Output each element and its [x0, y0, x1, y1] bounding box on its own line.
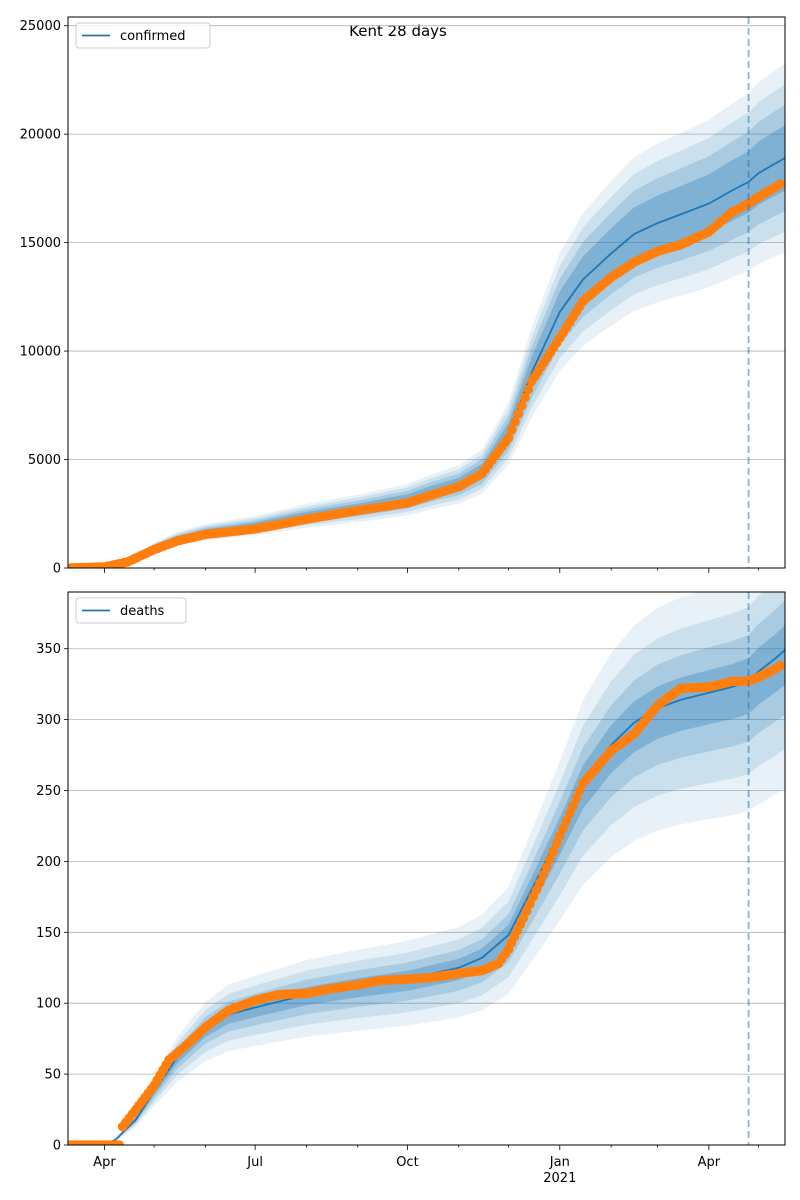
x-tick-label: Oct — [396, 1155, 418, 1170]
uncertainty-band — [68, 104, 785, 568]
observed-point — [558, 823, 568, 834]
deaths-line — [68, 649, 785, 1145]
legend-box — [75, 597, 187, 624]
y-tick-label: 10000 — [20, 345, 61, 360]
observed-point — [568, 801, 578, 811]
observed-point — [555, 831, 565, 841]
confirmed-panel: 0 5000 10000 15000 20000 25000 confirmed — [20, 16, 786, 577]
x-tick-label: Apr — [698, 1155, 721, 1170]
y-tick-label: 20000 — [20, 128, 61, 143]
observed-point — [574, 786, 585, 796]
observed-point — [561, 816, 572, 826]
axes-frame — [67, 591, 786, 1146]
observed-point — [503, 433, 514, 443]
observed-point — [538, 870, 548, 880]
observed-point — [564, 808, 575, 819]
observed-point — [516, 400, 527, 411]
uncertainty-band — [68, 84, 785, 568]
y-tick-label: 200 — [36, 855, 61, 870]
observed-point — [507, 425, 517, 435]
observed-point — [541, 862, 552, 872]
legend: deaths — [75, 597, 187, 624]
observed-point — [548, 846, 558, 857]
x-tick-year-label: 2021 — [543, 1171, 576, 1186]
observed-point — [775, 179, 785, 189]
observed-point — [551, 838, 562, 849]
y-tick-label: 0 — [53, 562, 61, 577]
legend-label: confirmed — [120, 29, 186, 44]
uncertainty-band — [68, 63, 785, 568]
observed-point — [513, 408, 524, 419]
legend: confirmed — [75, 22, 211, 49]
y-tick-label: 150 — [36, 926, 61, 941]
observed-point — [545, 854, 555, 865]
observed-point — [571, 793, 582, 804]
y-tick-label: 25000 — [20, 19, 61, 34]
y-tick-label: 350 — [36, 642, 61, 657]
axes-frame — [67, 16, 786, 569]
figure-title: Kent 28 days — [349, 22, 447, 40]
observed-point — [520, 392, 530, 403]
observed-point — [510, 416, 520, 427]
y-tick-label: 5000 — [28, 453, 61, 468]
x-tick-label: Jan — [549, 1155, 570, 1170]
y-tick-label: 50 — [44, 1068, 61, 1083]
x-tick-label: Apr — [93, 1155, 116, 1170]
y-tick-label: 250 — [36, 784, 61, 799]
observed-point — [535, 877, 545, 888]
plot-area — [68, 63, 785, 568]
observed-point — [114, 1140, 125, 1145]
y-tick-label: 100 — [36, 997, 61, 1012]
observed-point — [775, 660, 785, 671]
plot-area — [68, 592, 785, 1145]
legend-box — [75, 22, 211, 49]
y-tick-label: 15000 — [20, 236, 61, 251]
observed-point — [523, 384, 534, 395]
y-tick-label: 0 — [53, 1139, 61, 1154]
uncertainty-band — [68, 125, 785, 568]
legend-label: deaths — [120, 604, 165, 619]
y-tick-label: 300 — [36, 713, 61, 728]
x-tick-label: Jul — [246, 1155, 263, 1170]
